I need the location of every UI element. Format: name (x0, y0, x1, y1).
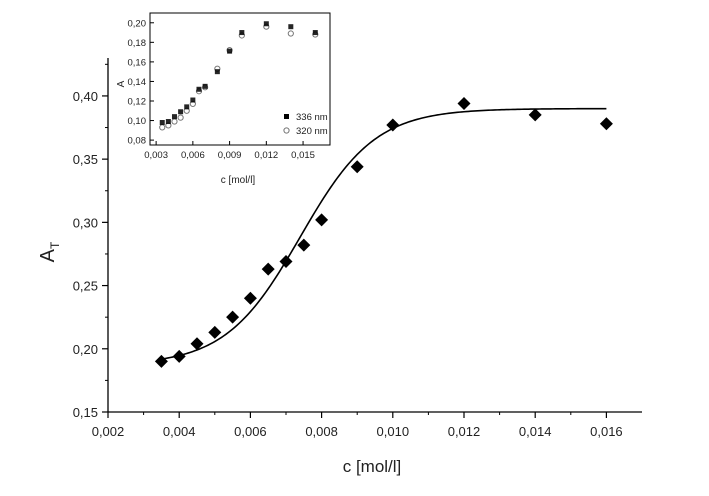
inset-data-point-336nm (171, 114, 177, 120)
inset-data-point-336nm (288, 24, 294, 30)
legend-marker-336nm (284, 114, 289, 119)
inset-frame (149, 12, 331, 146)
inset-y-tick-label: 0,16 (128, 57, 147, 68)
inset-data-point-336nm (190, 97, 196, 103)
main-data-point (457, 97, 471, 111)
inset-data-point-320nm (177, 114, 184, 121)
main-axes (102, 58, 642, 418)
inset-x-tick-label: 0,006 (181, 150, 205, 161)
main-y-axis-label: AT (37, 241, 62, 262)
main-x-tick-label: 0,012 (448, 424, 481, 439)
inset-x-tick-label: 0,012 (254, 150, 278, 161)
inset-y-tick-label: 0,18 (128, 38, 147, 49)
inset-data-points (159, 21, 319, 131)
main-y-tick-label: 0,20 (73, 342, 98, 357)
main-y-tick-label: 0,40 (73, 89, 98, 104)
main-chart: 0,002 0,004 0,006 0,008 0,010 0,012 0,014 0,016… (37, 58, 642, 476)
main-x-tick-label: 0,014 (519, 424, 552, 439)
main-data-point (243, 291, 257, 305)
inset-data-point-336nm (165, 119, 171, 125)
main-data-point (279, 255, 293, 269)
main-x-tick-label: 0,010 (377, 424, 410, 439)
main-data-point (315, 213, 329, 227)
main-fit-line (161, 107, 607, 360)
inset-x-tick-label: 0,003 (144, 150, 168, 161)
inset-axes (149, 12, 331, 146)
inset-data-point-336nm (214, 69, 220, 75)
main-data-point (350, 160, 364, 174)
main-x-tick-label: 0,008 (305, 424, 338, 439)
inset-x-axis-label: c [mol/l] (221, 175, 256, 186)
inset-data-point-320nm (287, 30, 294, 37)
inset-data-point-320nm (159, 124, 166, 131)
main-x-tick-label: 0,004 (163, 424, 196, 439)
inset-data-point-336nm (159, 120, 165, 126)
main-data-point (386, 118, 400, 132)
inset-y-tick-label: 0,08 (128, 136, 147, 147)
inset-data-point-336nm (178, 109, 184, 115)
inset-data-point-336nm (239, 30, 245, 36)
inset-legend: 336 nm 320 nm (283, 112, 328, 137)
inset-y-axis-label: A (116, 80, 127, 87)
main-data-point (599, 117, 613, 131)
main-data-point (226, 310, 240, 324)
inset-data-point-320nm (171, 118, 178, 125)
main-data-point (208, 325, 222, 339)
main-data-point (172, 349, 186, 363)
inset-y-tick-label: 0,14 (128, 77, 147, 88)
inset-tick-labels: 0,003 0,006 0,009 0,012 0,015 0,08 0,10 0,12 0,1… (128, 18, 315, 161)
main-y-axis-label-main: A (37, 248, 59, 262)
main-y-tick-label: 0,30 (73, 215, 98, 230)
main-data-point (190, 337, 204, 351)
inset-data-point-336nm (196, 86, 202, 92)
inset-data-point-336nm (202, 83, 208, 89)
inset-y-tick-label: 0,10 (128, 116, 147, 127)
main-y-axis-label-sub: T (48, 241, 62, 249)
inset-data-point-336nm (263, 21, 269, 27)
main-data-point (528, 108, 542, 122)
main-data-point (297, 238, 311, 252)
main-y-tick-label: 0,15 (73, 405, 98, 420)
inset-chart: 0,003 0,006 0,009 0,012 0,015 0,08 0,10 0,12 0,1… (116, 12, 331, 186)
main-x-tick-label: 0,016 (590, 424, 623, 439)
main-fit-curve (161, 107, 607, 360)
inset-data-point-336nm (227, 48, 233, 54)
main-y-tick-label: 0,35 (73, 152, 98, 167)
inset-data-point-336nm (184, 104, 190, 110)
legend-label-336nm: 336 nm (296, 112, 328, 123)
main-data-point (154, 354, 168, 368)
main-x-tick-label: 0,006 (234, 424, 267, 439)
main-x-axis-label: c [mol/l] (343, 457, 402, 476)
main-y-tick-label: 0,25 (73, 279, 98, 294)
legend-marker-320nm (283, 127, 290, 134)
inset-x-tick-label: 0,009 (218, 150, 242, 161)
main-x-tick-label: 0,002 (92, 424, 125, 439)
main-data-points (154, 97, 613, 368)
inset-y-tick-label: 0,20 (128, 18, 147, 29)
main-tick-labels: 0,002 0,004 0,006 0,008 0,010 0,012 0,014 0,016… (73, 89, 623, 439)
inset-y-tick-label: 0,12 (128, 97, 147, 108)
main-data-point (261, 262, 275, 276)
inset-data-point-336nm (312, 30, 318, 36)
inset-x-tick-label: 0,015 (291, 150, 315, 161)
legend-label-320nm: 320 nm (296, 126, 328, 137)
